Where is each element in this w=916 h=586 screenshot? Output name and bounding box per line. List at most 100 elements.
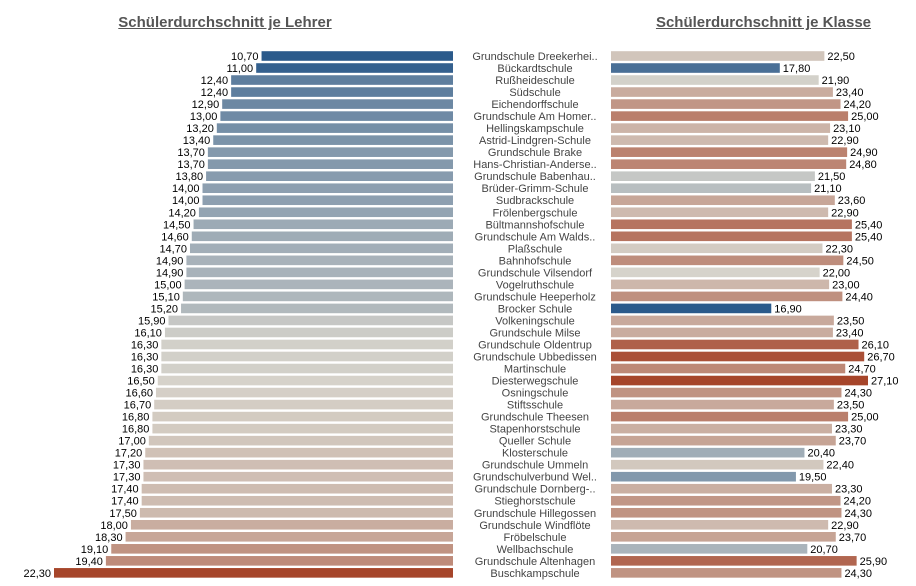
school-label: Hans-Christian-Anderse.. [473,159,597,171]
class-value-label: 25,40 [855,219,883,231]
school-label: Eichendorffschule [491,99,578,111]
school-label: Plaßschule [508,243,562,255]
class-bar [611,99,841,109]
class-value-label: 23,60 [838,195,866,207]
teacher-bar [207,147,453,157]
class-bar [611,459,824,470]
class-value-label: 24,30 [844,508,872,520]
class-value-label: 23,50 [837,315,865,327]
teacher-bar [125,532,453,542]
teacher-value-label: 16,80 [122,412,150,424]
school-label: Grundschule Dreekerhei.. [472,51,597,63]
teacher-value-label: 14,90 [156,255,184,267]
teacher-value-label: 16,30 [131,339,159,351]
class-value-label: 17,80 [783,63,811,75]
class-bar [611,159,847,169]
teacher-bar [191,231,453,242]
class-bar [611,111,849,121]
teacher-bar [186,255,453,266]
class-bar [611,291,843,302]
class-value-label: 23,50 [837,400,865,412]
school-label: Grundschule Am Homer.. [474,111,597,123]
school-label: Grundschule Am Walds.. [475,231,596,243]
class-bar [611,399,834,410]
teacher-bar [141,483,453,494]
teacher-bar [193,219,453,230]
teacher-bar [157,375,453,386]
school-label: Queller Schule [499,436,571,448]
teacher-value-label: 14,70 [159,243,187,255]
school-label: Grundschule Oldentrup [478,339,592,351]
class-bar [611,51,825,61]
school-label: Grundschule Windflöte [479,520,590,532]
school-label: Volkeningschule [495,315,575,327]
teacher-bar [231,87,453,97]
school-label: Astrid-Lindgren-Schule [479,135,591,147]
class-value-label: 16,90 [774,303,802,315]
teacher-value-label: 12,40 [201,75,229,87]
class-value-label: 22,90 [831,135,859,147]
school-label: Bahnhofschule [499,255,572,267]
school-label: Grundschule Brake [488,147,582,159]
teacher-bar [139,507,453,518]
class-value-label: 24,30 [844,388,872,400]
teacher-bar [105,556,454,566]
class-value-label: 27,10 [871,376,899,388]
class-bar [611,411,849,422]
teacher-value-label: 16,30 [131,364,159,376]
teacher-value-label: 12,90 [192,99,220,111]
teacher-bar [161,351,454,362]
class-value-label: 25,90 [860,556,888,568]
teacher-value-label: 14,60 [161,231,189,243]
class-bar [611,267,820,278]
teacher-bar [216,123,453,133]
teacher-value-label: 13,70 [177,159,205,171]
class-bar [611,544,808,554]
class-bar [611,195,835,206]
school-label: Grundschulverbund Wel.. [473,472,597,484]
class-value-label: 23,70 [839,532,867,544]
school-label: Stiftsschule [507,400,563,412]
teacher-bar [202,195,453,206]
school-label: Brüder-Grimm-Schule [482,183,589,195]
teacher-bar [148,435,453,446]
teacher-bar [141,495,453,506]
class-bar [611,279,830,290]
class-value-label: 22,00 [823,267,851,279]
teacher-bar [220,111,453,121]
class-value-label: 20,70 [810,544,838,556]
class-bar [611,375,868,386]
chart-title-class: Schülerdurchschnitt je Klasse [655,14,872,31]
class-value-label: 23,10 [833,123,861,135]
school-label: Grundschule Ubbedissen [473,352,597,364]
class-bar [611,363,846,374]
teacher-value-label: 16,10 [134,327,162,339]
teacher-value-label: 10,70 [231,51,259,63]
teacher-value-label: 13,40 [183,135,211,147]
teacher-bar [222,99,453,109]
school-label: Martinschule [504,364,566,376]
teacher-bar [145,447,454,458]
school-label: Grundschule Heeperholz [474,291,596,303]
teacher-bar [207,159,453,169]
school-label: Buschkampschule [490,568,579,580]
teacher-bar [182,291,453,302]
teacher-value-label: 22,30 [23,568,51,580]
teacher-bar [198,207,453,218]
class-value-label: 24,40 [845,291,873,303]
class-value-label: 22,40 [826,460,854,472]
class-bar [611,423,832,434]
teacher-value-label: 15,10 [152,291,180,303]
class-bar [611,231,852,242]
class-value-label: 24,80 [849,159,877,171]
class-value-label: 23,70 [839,436,867,448]
teacher-bar [111,544,453,554]
teacher-bar [54,568,453,578]
class-bar [611,495,841,506]
teacher-value-label: 12,40 [201,87,229,99]
class-bar [611,447,805,458]
school-label: Grundschule Vilsendorf [478,267,593,279]
class-bar [611,207,829,218]
teacher-bar [231,75,453,85]
